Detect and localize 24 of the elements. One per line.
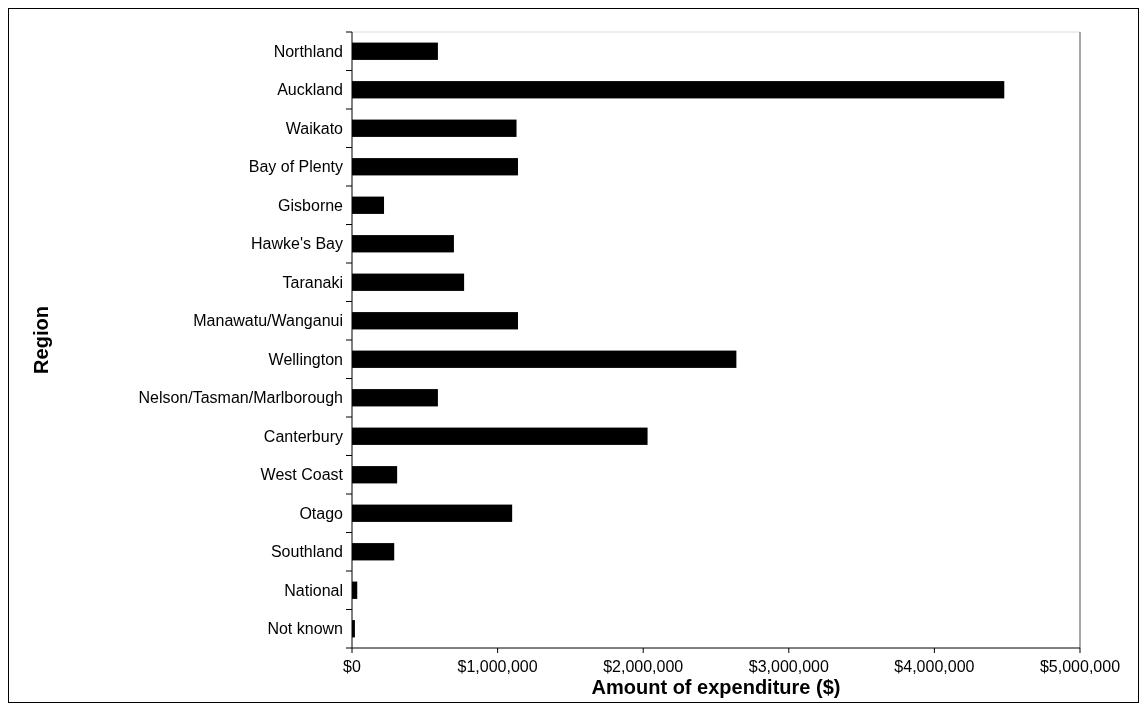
y-tick-label: Manawatu/Wanganui: [193, 312, 343, 330]
y-tick-label: Auckland: [277, 81, 343, 99]
x-tick-label: $5,000,000: [1039, 658, 1121, 675]
y-tick-label: Gisborne: [278, 196, 344, 214]
y-tick-label: Waikato: [285, 119, 344, 137]
y-tick-label: Bay of Plenty: [248, 158, 343, 176]
x-tick-label: $3,000,000: [748, 658, 829, 675]
y-tick-label: Hawke's Bay: [251, 235, 343, 253]
y-tick-label: Southland: [270, 543, 343, 561]
y-tick-label: Wellington: [268, 350, 343, 368]
x-tick-label: $2,000,000: [603, 658, 684, 675]
x-tick-label: $1,000,000: [457, 658, 538, 675]
x-axis-title: Amount of expenditure ($): [591, 676, 841, 698]
y-tick-label: West Coast: [260, 466, 344, 484]
y-tick-label: National: [284, 581, 343, 599]
x-tick-label: $4,000,000: [894, 658, 975, 675]
y-tick-label: Northland: [273, 42, 343, 60]
y-tick-label: Not known: [267, 620, 343, 638]
y-axis-title: Region: [30, 306, 52, 374]
y-tick-label: Nelson/Tasman/Marlborough: [138, 389, 343, 407]
y-tick-label: Otago: [299, 504, 344, 522]
y-tick-label: Canterbury: [263, 427, 343, 445]
y-tick-label: Taranaki: [282, 273, 343, 291]
x-tick-label: $0: [343, 658, 361, 675]
